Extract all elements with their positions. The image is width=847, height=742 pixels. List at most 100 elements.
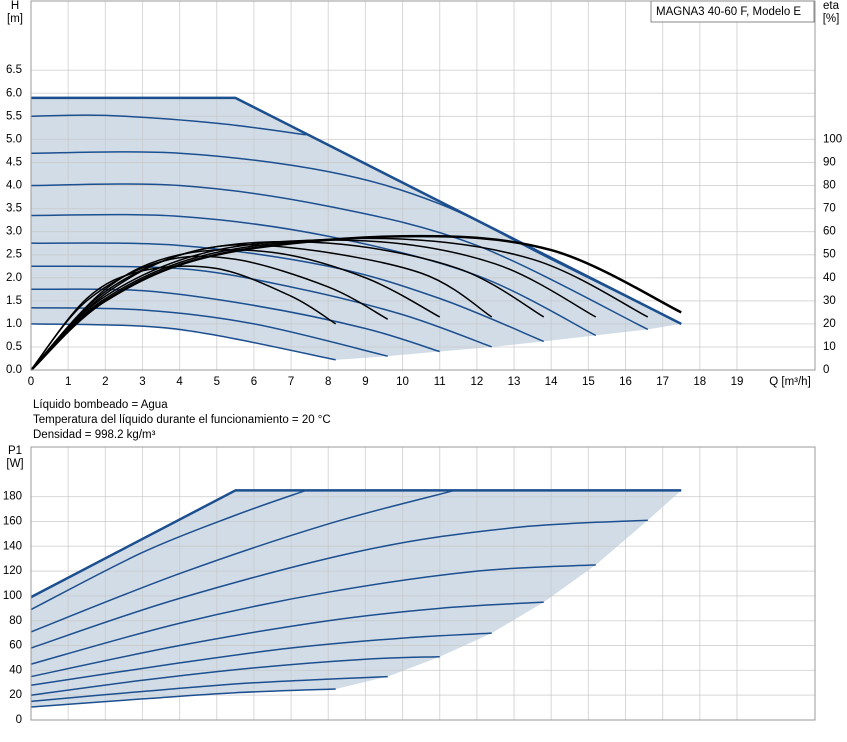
curve <box>30 564 596 665</box>
curve <box>30 306 388 357</box>
y-tick-label: 6.5 <box>6 64 22 76</box>
plot-frame <box>30 446 816 721</box>
curve <box>30 213 597 337</box>
curve <box>30 249 441 371</box>
plot: 0 20 40 60 80 100 120 140 160 180 <box>3 446 816 726</box>
x-tick-label: 9 <box>362 376 368 388</box>
y-unit: [W] <box>6 458 23 470</box>
y-tick-label: 140 <box>3 540 22 552</box>
x-tick-label: 16 <box>619 376 632 388</box>
y-label: H <box>11 0 19 12</box>
annotation: Temperatura del líquido durante el funci… <box>33 414 331 426</box>
curve <box>30 489 307 611</box>
y-tick-label: 80 <box>9 615 22 627</box>
x-tick-label: 17 <box>656 376 669 388</box>
legend-box: MAGNA3 40-60 F, Modelo E <box>650 0 815 23</box>
y-tick-label: 4.0 <box>6 180 22 192</box>
curve <box>30 265 337 371</box>
y-tick-label: 40 <box>9 664 22 676</box>
curve <box>30 632 492 686</box>
curve <box>30 519 648 649</box>
y-tick-label: 5.0 <box>6 133 22 145</box>
curve <box>30 655 440 696</box>
y-tick-label: 3.5 <box>6 203 22 215</box>
y-tick-label: 0.0 <box>6 364 22 376</box>
y2-tick-label: 90 <box>823 156 836 168</box>
curve <box>30 688 336 708</box>
plots: 0.0 0.5 1.0 1.5 2.0 2.5 3.0 3.5 4.0 4.5 5.0 5.5 6.0 6… <box>3 0 842 726</box>
x-tick-label: 3 <box>139 376 145 388</box>
x-tick-label: 15 <box>582 376 595 388</box>
curve <box>30 240 545 371</box>
x-tick-label: 1 <box>65 376 71 388</box>
y2-label: eta <box>823 0 840 12</box>
x-tick-label: 6 <box>251 376 257 388</box>
y-tick-label: 2.5 <box>6 249 22 261</box>
x-label: Q [m³/h] <box>769 376 811 388</box>
y2-tick-label: 10 <box>823 341 836 353</box>
y-tick-label: 120 <box>3 565 22 577</box>
x-tick-label: 8 <box>325 376 331 388</box>
operating-area <box>31 490 682 707</box>
y-tick-label: 60 <box>9 640 22 652</box>
curve <box>30 183 649 331</box>
y2-tick-label: 0 <box>823 364 829 376</box>
annotation: Densidad = 998.2 kg/m³ <box>33 429 156 441</box>
y-tick-label: 20 <box>9 689 22 701</box>
curve <box>30 675 388 703</box>
y2-tick-label: 40 <box>823 272 836 284</box>
y2-tick-label: 70 <box>823 203 836 215</box>
y-tick-label: 100 <box>3 590 22 602</box>
y-tick-label: 3.0 <box>6 226 22 238</box>
y-label: P1 <box>8 445 22 457</box>
x-tick-label: 13 <box>508 376 521 388</box>
y-tick-label: 1.0 <box>6 318 22 330</box>
y-unit: [m] <box>7 13 23 25</box>
x-tick-label: 18 <box>693 376 706 388</box>
curve <box>30 489 682 599</box>
y2-tick-label: 60 <box>823 226 836 238</box>
curve <box>30 151 682 325</box>
y-tick-label: 2.0 <box>6 272 22 284</box>
x-tick-label: 5 <box>214 376 220 388</box>
y-tick-label: 4.5 <box>6 156 22 168</box>
curve <box>31 96 682 325</box>
x-tick-label: 2 <box>102 376 108 388</box>
y-tick-label: 0 <box>16 714 22 726</box>
y2-tick-label: 30 <box>823 295 836 307</box>
x-tick-label: 12 <box>470 376 483 388</box>
curve <box>30 265 492 348</box>
y-tick-label: 0.5 <box>6 341 22 353</box>
x-tick-label: 10 <box>396 376 409 388</box>
y2-tick-label: 100 <box>823 133 842 145</box>
y-tick-label: 180 <box>3 491 22 503</box>
y-tick-label: 1.5 <box>6 295 22 307</box>
x-tick-label: 19 <box>731 376 744 388</box>
y2-tick-label: 20 <box>823 318 836 330</box>
legend-frame <box>650 0 815 23</box>
plot: 0.0 0.5 1.0 1.5 2.0 2.5 3.0 3.5 4.0 4.5 5.0 5.5 6.0 6… <box>6 0 842 388</box>
curve <box>30 489 455 633</box>
x-tick-label: 14 <box>545 376 558 388</box>
x-tick-label: 7 <box>288 376 294 388</box>
annotation: Líquido bombeado = Agua <box>33 399 168 411</box>
x-tick-label: 0 <box>28 376 34 388</box>
curve <box>30 255 389 371</box>
x-tick-label: 4 <box>176 376 183 388</box>
y-tick-label: 6.0 <box>6 87 22 99</box>
y2-tick-label: 80 <box>823 180 836 192</box>
curve <box>30 323 336 361</box>
x-tick-label: 11 <box>434 376 446 388</box>
y2-unit: [%] <box>823 13 840 25</box>
y-tick-label: 160 <box>3 515 22 527</box>
y-tick-label: 5.5 <box>6 110 22 122</box>
curve <box>30 243 493 371</box>
curve <box>30 242 545 343</box>
curve <box>30 114 307 136</box>
curve <box>30 601 544 678</box>
y2-tick-label: 50 <box>823 249 836 261</box>
model-label: MAGNA3 40-60 F, Modelo E <box>656 6 801 18</box>
plot-frame <box>30 0 816 371</box>
